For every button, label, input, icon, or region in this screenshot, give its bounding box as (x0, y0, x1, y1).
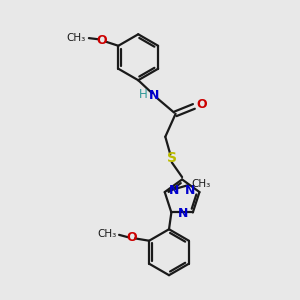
Text: CH₃: CH₃ (191, 179, 211, 189)
Text: O: O (126, 231, 137, 244)
Text: CH₃: CH₃ (98, 229, 117, 239)
Text: S: S (167, 151, 177, 165)
Text: H: H (139, 88, 148, 100)
Text: N: N (185, 184, 195, 197)
Text: N: N (178, 207, 189, 220)
Text: CH₃: CH₃ (67, 32, 86, 43)
Text: O: O (97, 34, 107, 47)
Text: O: O (196, 98, 207, 111)
Text: N: N (169, 184, 179, 197)
Text: N: N (149, 89, 160, 102)
